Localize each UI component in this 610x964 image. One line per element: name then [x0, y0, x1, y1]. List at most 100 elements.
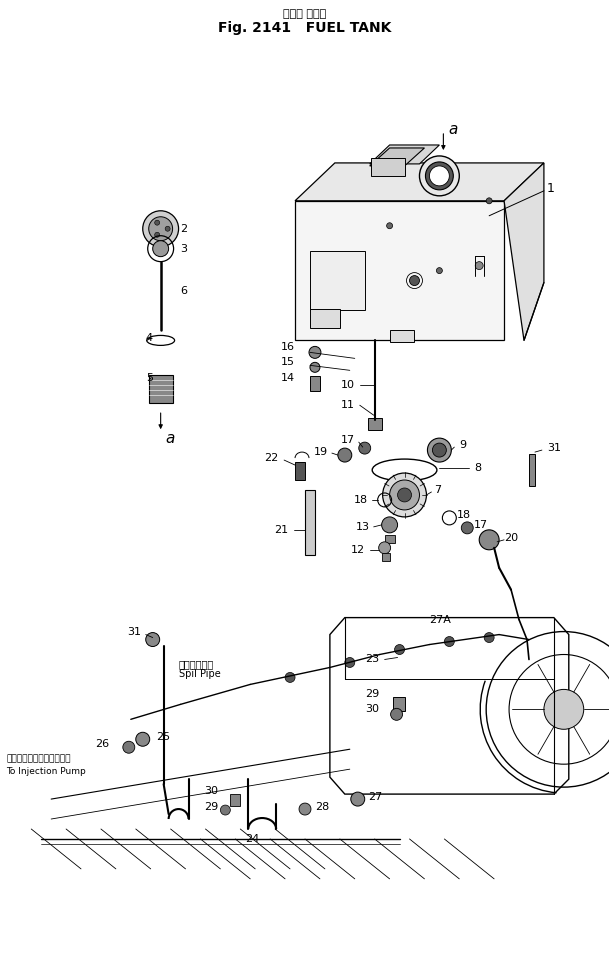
Text: スピルパイプ: スピルパイプ	[179, 659, 214, 669]
Polygon shape	[295, 163, 544, 201]
Text: 29: 29	[365, 689, 379, 700]
Circle shape	[382, 517, 398, 533]
Circle shape	[220, 805, 231, 815]
Text: a: a	[448, 121, 458, 137]
Circle shape	[285, 673, 295, 683]
Text: 4: 4	[146, 334, 153, 343]
Circle shape	[152, 241, 168, 256]
Text: 28: 28	[315, 802, 329, 812]
Circle shape	[379, 542, 390, 553]
Text: 26: 26	[95, 739, 109, 749]
Circle shape	[425, 162, 453, 190]
Circle shape	[475, 261, 483, 270]
Text: 2: 2	[181, 224, 188, 233]
Circle shape	[123, 741, 135, 753]
Text: 8: 8	[474, 463, 481, 473]
Circle shape	[345, 657, 355, 667]
Bar	[368, 418, 382, 430]
Circle shape	[461, 522, 473, 534]
Text: 30: 30	[365, 705, 379, 714]
Text: 30: 30	[204, 786, 218, 796]
Text: フェル タンク: フェル タンク	[284, 10, 326, 19]
Circle shape	[146, 632, 160, 647]
Circle shape	[420, 156, 459, 196]
Text: 9: 9	[459, 441, 467, 450]
Circle shape	[544, 689, 584, 730]
Text: 27: 27	[368, 792, 382, 802]
Text: 16: 16	[281, 342, 295, 353]
Text: 3: 3	[181, 244, 187, 254]
Circle shape	[149, 217, 173, 241]
Circle shape	[429, 166, 450, 186]
Polygon shape	[370, 147, 425, 166]
Text: 13: 13	[356, 522, 370, 532]
Circle shape	[479, 530, 499, 549]
Circle shape	[359, 442, 371, 454]
Bar	[382, 552, 390, 561]
Circle shape	[409, 276, 420, 285]
Bar	[390, 331, 415, 342]
Circle shape	[309, 346, 321, 359]
Bar	[310, 308, 340, 329]
Bar	[231, 794, 240, 806]
Text: 7: 7	[434, 485, 442, 495]
Circle shape	[155, 232, 160, 237]
Text: 31: 31	[127, 627, 141, 636]
Circle shape	[486, 198, 492, 203]
Circle shape	[484, 632, 494, 643]
Text: 27A: 27A	[429, 615, 451, 625]
Text: Fig. 2141   FUEL TANK: Fig. 2141 FUEL TANK	[218, 21, 392, 36]
Text: 1: 1	[547, 182, 554, 196]
Bar	[310, 376, 320, 391]
Bar	[305, 490, 315, 555]
Text: 11: 11	[341, 400, 355, 411]
Text: 10: 10	[341, 380, 355, 390]
Circle shape	[436, 268, 442, 274]
Text: 14: 14	[281, 373, 295, 384]
Circle shape	[155, 220, 160, 226]
Circle shape	[382, 473, 426, 517]
Text: 18: 18	[354, 495, 368, 505]
Circle shape	[387, 223, 393, 228]
Text: 29: 29	[204, 802, 218, 812]
Text: 20: 20	[504, 533, 518, 543]
Bar	[529, 454, 535, 486]
Circle shape	[299, 803, 311, 815]
Text: 22: 22	[264, 453, 278, 463]
Circle shape	[432, 443, 447, 457]
Polygon shape	[504, 163, 544, 340]
Bar	[385, 535, 395, 543]
Text: 19: 19	[314, 447, 328, 457]
Circle shape	[428, 438, 451, 462]
Bar	[310, 251, 365, 310]
Text: To Injection Pump: To Injection Pump	[6, 766, 86, 776]
Text: 17: 17	[340, 435, 355, 445]
Text: a: a	[166, 431, 175, 445]
Text: 25: 25	[156, 733, 170, 742]
Text: 15: 15	[281, 358, 295, 367]
Circle shape	[165, 227, 170, 231]
Circle shape	[136, 733, 149, 746]
Text: 24: 24	[245, 834, 259, 844]
Text: 12: 12	[351, 545, 365, 555]
Text: 6: 6	[181, 285, 187, 296]
Circle shape	[338, 448, 352, 462]
Circle shape	[395, 645, 404, 655]
Text: 23: 23	[365, 655, 379, 664]
Circle shape	[143, 211, 179, 247]
Bar	[393, 697, 404, 711]
Circle shape	[390, 480, 420, 510]
Circle shape	[351, 792, 365, 806]
Bar	[295, 462, 305, 480]
Bar	[149, 375, 173, 403]
Polygon shape	[295, 201, 504, 340]
Text: 31: 31	[547, 443, 561, 453]
Text: 5: 5	[146, 373, 152, 384]
Text: インジェクションポンプへ: インジェクションポンプへ	[6, 755, 71, 763]
Text: 21: 21	[274, 524, 288, 535]
Text: 18: 18	[458, 510, 472, 520]
Text: 17: 17	[474, 520, 489, 530]
Circle shape	[310, 362, 320, 372]
Circle shape	[390, 709, 403, 720]
Polygon shape	[370, 145, 439, 164]
